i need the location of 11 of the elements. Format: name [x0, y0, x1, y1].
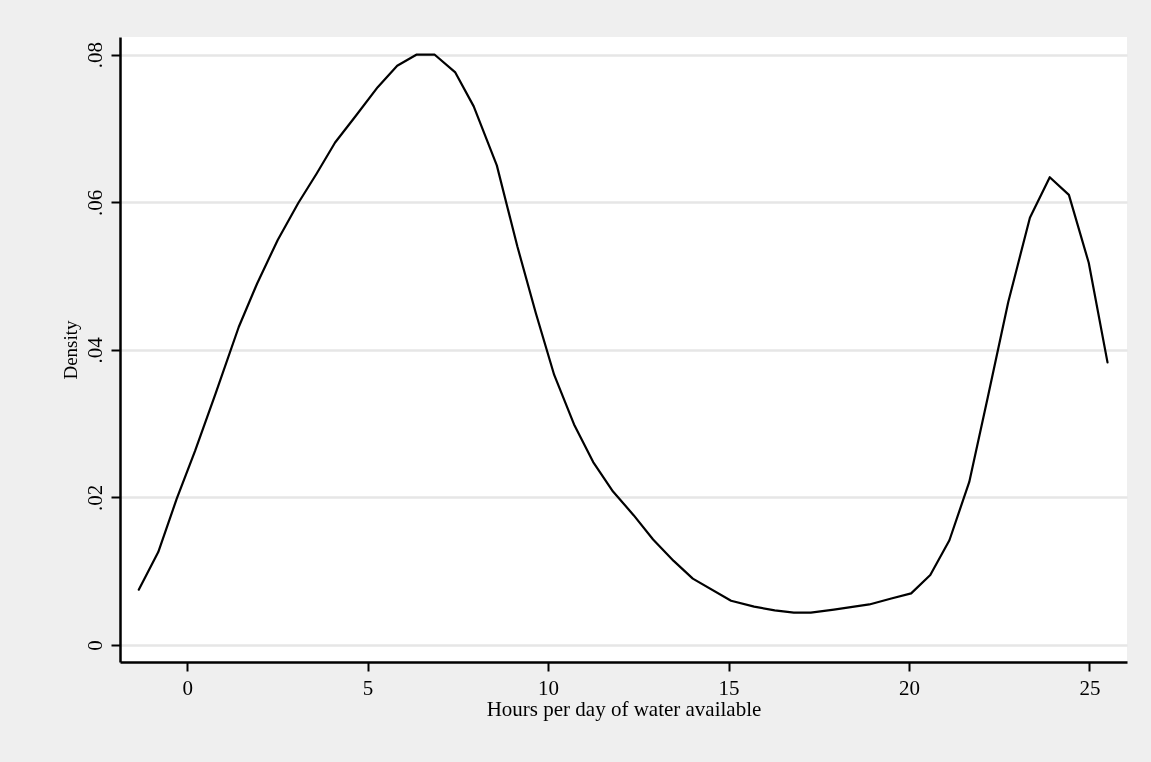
- x-tick-label: 5: [362, 675, 374, 700]
- line-series: [137, 53, 1109, 614]
- y-tick-label: .06: [82, 189, 107, 216]
- x-tick-label: 20: [899, 675, 920, 700]
- x-tick-label: 25: [1079, 675, 1101, 700]
- y-axis-title: Density: [59, 319, 81, 380]
- y-tick-label: .08: [82, 42, 107, 69]
- x-tick-label: 0: [182, 675, 193, 700]
- y-tick-label: .02: [82, 484, 107, 512]
- y-tick-label: .04: [82, 336, 107, 364]
- y-tick-label: 0: [82, 640, 107, 651]
